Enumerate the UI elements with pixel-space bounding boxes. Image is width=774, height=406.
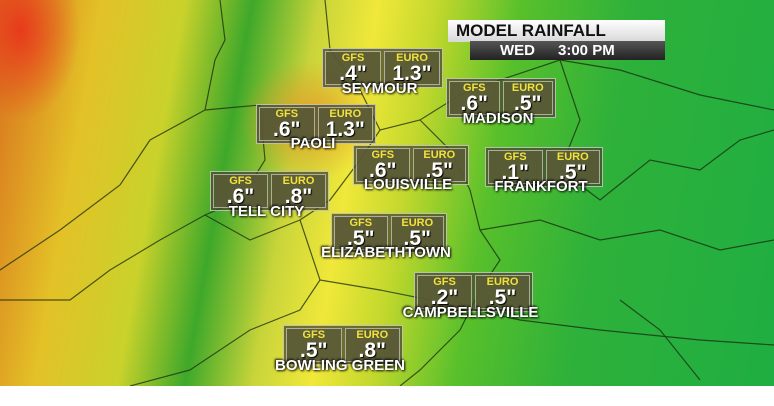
model-label: EURO	[401, 217, 434, 229]
model-label: EURO	[396, 52, 428, 64]
city-label: BOWLING GREEN	[275, 357, 405, 374]
header-title: MODEL RAINFALL	[448, 20, 665, 42]
rain-box: GFS .5" EURO .5"	[331, 213, 447, 253]
model-label: GFS	[341, 52, 365, 64]
model-label: EURO	[356, 329, 389, 341]
euro-cell: EURO .5"	[390, 216, 444, 250]
city-label: CAMPBELLSVILLE	[402, 304, 539, 321]
euro-cell: EURO .5"	[412, 148, 466, 182]
model-label: EURO	[423, 149, 456, 161]
city-label: ELIZABETHTOWN	[321, 244, 451, 261]
rain-value: .5"	[300, 339, 328, 362]
euro-cell: EURO .8"	[271, 174, 326, 208]
rain-value: .6"	[226, 185, 255, 208]
gfs-cell: GFS .6"	[449, 81, 500, 115]
header-bar: WED 3:00 PM	[470, 41, 665, 60]
rain-value: .8"	[284, 185, 313, 208]
model-label: GFS	[371, 149, 395, 161]
rain-value: 1.3"	[325, 118, 365, 141]
model-label: GFS	[349, 217, 373, 229]
rain-value: .5"	[488, 286, 517, 309]
euro-cell: EURO .5"	[502, 81, 553, 115]
euro-cell: EURO 1.3"	[317, 107, 373, 141]
rain-box: GFS .4" EURO 1.3"	[322, 48, 443, 88]
rain-value: .1"	[501, 161, 529, 184]
rain-box: GFS .5" EURO .8"	[283, 325, 403, 365]
gfs-cell: GFS .5"	[286, 328, 342, 362]
model-label: GFS	[433, 276, 456, 288]
rain-value: .5"	[514, 92, 542, 115]
rain-box: GFS .6" EURO 1.3"	[256, 104, 376, 144]
gfs-cell: GFS .6"	[213, 174, 268, 208]
gfs-cell: GFS .5"	[334, 216, 388, 250]
rain-box: GFS .6" EURO .5"	[353, 145, 469, 185]
rain-box: GFS .1" EURO .5"	[485, 147, 603, 187]
gfs-cell: GFS .2"	[417, 275, 472, 309]
rain-value: .4"	[339, 62, 367, 85]
rain-value: .5"	[425, 159, 453, 182]
rain-value: .2"	[430, 286, 459, 309]
model-label: GFS	[503, 151, 527, 163]
rain-value: .6"	[460, 92, 488, 115]
model-label: GFS	[462, 82, 486, 94]
city-label: TELL CITY	[228, 203, 305, 220]
rain-box: GFS .6" EURO .8"	[210, 171, 329, 211]
rain-box: GFS .6" EURO .5"	[446, 78, 556, 118]
euro-cell: EURO .8"	[344, 328, 400, 362]
gfs-cell: GFS .6"	[259, 107, 315, 141]
rain-value: .6"	[273, 118, 301, 141]
model-label: EURO	[282, 175, 315, 187]
rain-value: .5"	[559, 161, 587, 184]
model-label: GFS	[275, 108, 299, 120]
model-label: EURO	[486, 276, 519, 288]
rain-value: .5"	[403, 227, 431, 250]
model-label: GFS	[229, 175, 252, 187]
rain-value: .6"	[369, 159, 397, 182]
euro-cell: EURO .5"	[545, 150, 600, 184]
euro-cell: EURO .5"	[475, 275, 530, 309]
gfs-cell: GFS .4"	[325, 51, 381, 85]
model-label: EURO	[556, 151, 589, 163]
city-label: LOUISVILLE	[363, 176, 453, 193]
city-label: MADISON	[462, 110, 534, 127]
rain-value: .5"	[347, 227, 375, 250]
model-label: GFS	[302, 329, 326, 341]
euro-cell: EURO 1.3"	[384, 51, 440, 85]
gfs-cell: GFS .1"	[488, 150, 543, 184]
gfs-cell: GFS .6"	[356, 148, 410, 182]
city-label: FRANKFORT	[494, 178, 588, 195]
rain-box: GFS .2" EURO .5"	[414, 272, 533, 312]
rain-value: 1.3"	[392, 62, 432, 85]
rain-value: .8"	[358, 339, 386, 362]
city-label: PAOLI	[290, 135, 336, 152]
header-time: 3:00 PM	[558, 42, 615, 59]
model-label: EURO	[329, 108, 362, 120]
city-label: SEYMOUR	[341, 80, 418, 97]
model-label: EURO	[511, 82, 544, 94]
header-day: WED	[500, 42, 535, 59]
